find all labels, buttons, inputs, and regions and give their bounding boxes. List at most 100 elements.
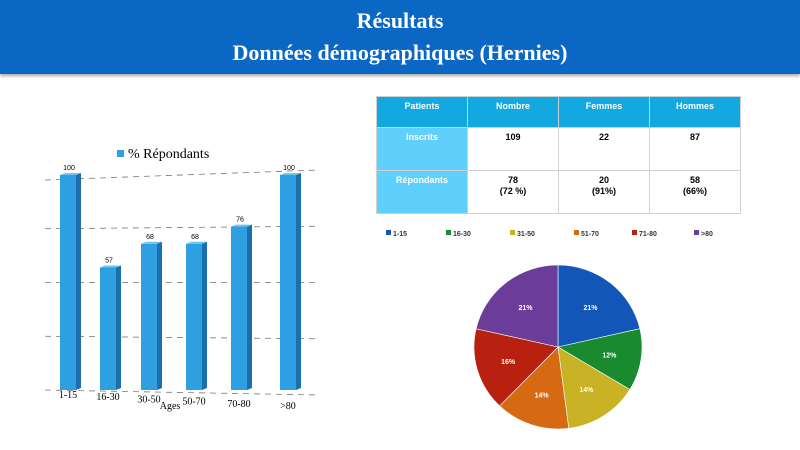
pie-slice-label: 14%: [535, 393, 550, 400]
cell-value: 87: [689, 132, 700, 142]
cell-percent: (66%): [682, 186, 707, 196]
bar-top: [100, 265, 121, 268]
gridline: [44, 335, 319, 340]
bar-top: [280, 173, 301, 175]
bar: [186, 243, 202, 390]
bar-side: [247, 224, 252, 390]
cell-value: 20: [598, 175, 609, 185]
pie-slice: [557, 328, 643, 390]
legend-swatch: [446, 230, 451, 235]
pie-slice-label: 16%: [501, 359, 516, 366]
pie-slices: [473, 264, 643, 430]
legend-swatch: [694, 230, 699, 235]
x-tick-label: 50-70: [182, 397, 205, 408]
x-tick-label: >80: [280, 401, 296, 412]
pie-legend-label: 16-30: [453, 231, 471, 238]
table-cell: 20 (91%): [558, 170, 650, 214]
pie-legend-item: 31-50: [510, 230, 535, 238]
pie-slice: [499, 346, 570, 430]
table-cell: 109: [467, 127, 559, 171]
cell-value: 109: [505, 132, 521, 142]
x-tick-label: 70-80: [227, 399, 250, 410]
x-tick-label: 1-15: [59, 390, 77, 401]
pie-legend-label: 1-15: [393, 231, 408, 238]
pie-legend-item: 16-30: [446, 230, 471, 238]
legend-swatch: [574, 230, 579, 235]
bar: [100, 267, 116, 390]
bar-chart-gridlines: [44, 169, 319, 396]
table-cell: 78 (72 %): [467, 170, 559, 214]
x-axis-label: Ages: [160, 401, 181, 412]
table-cell: 58 (66%): [649, 170, 741, 214]
pie-labels: 21% 12% 14% 14% 16% 21%: [501, 305, 617, 400]
bar-top: [60, 173, 81, 175]
bar-value-label: 76: [236, 217, 244, 224]
bar-value-label: 68: [191, 234, 199, 241]
page-title: Résultats: [356, 8, 444, 33]
demographics-table: Patients Nombre Femmes Hommes Inscrits 1…: [376, 96, 741, 214]
table-header-hommes: Hommes: [649, 96, 741, 128]
bar-chart: % Répondants 100 1-15 57 16-30 68 30-50 68 50-7…: [44, 147, 319, 412]
bar-top: [186, 241, 207, 244]
legend-label: % Répondants: [128, 147, 209, 162]
bar: [141, 243, 157, 390]
bar-chart-legend: % Répondants: [117, 147, 209, 162]
pie-legend-item: >80: [694, 230, 713, 238]
table-cell: 87: [649, 127, 741, 171]
pie-legend-label: >80: [701, 231, 713, 238]
table-cell: 22: [558, 127, 650, 171]
bar-value-label: 68: [146, 234, 154, 241]
bar-chart-bars: 100 1-15 57 16-30 68 30-50 68 50-70 76 70-80 100 >8…: [59, 165, 301, 412]
bar-side: [116, 265, 121, 390]
legend-swatch: [510, 230, 515, 235]
row-label: Répondants: [376, 170, 468, 214]
page-subtitle: Données démographiques (Hernies): [232, 40, 568, 65]
bar-value-label: 57: [105, 257, 113, 264]
x-tick-label: 16-30: [96, 392, 119, 403]
pie-slice: [475, 264, 559, 348]
table-row-repondants: Répondants 78 (72 %) 20 (91%) 58 (66%): [376, 170, 741, 214]
cell-value: 58: [689, 175, 700, 185]
pie-legend-item: 1-15: [386, 230, 407, 238]
bar: [280, 175, 296, 390]
gridline: [44, 389, 319, 396]
pie-slice: [557, 346, 631, 429]
legend-swatch: [386, 230, 391, 235]
cell-value: 22: [598, 132, 609, 142]
bar-value-label: 100: [283, 165, 295, 172]
pie-chart: 21% 12% 14% 14% 16% 21%: [473, 264, 643, 430]
pie-slice: [557, 264, 641, 348]
pie-slice-label: 21%: [518, 305, 533, 312]
cell-percent: (72 %): [499, 186, 527, 196]
bar-top: [231, 224, 252, 227]
cell-value: 78: [507, 175, 518, 185]
bar-side: [296, 173, 301, 390]
cell-percent: (91%): [591, 186, 616, 196]
table-row-inscrits: Inscrits 109 22 87: [376, 127, 741, 171]
pie-slice-label: 21%: [583, 305, 598, 312]
bar-value-label: 100: [63, 165, 75, 172]
legend-swatch: [117, 150, 124, 157]
pie-legend-label: 31-50: [517, 231, 535, 238]
table-header-patients: Patients: [376, 96, 468, 128]
x-tick-label: 30-50: [137, 394, 160, 405]
pie-legend-item: 51-70: [574, 230, 599, 238]
bar-side: [202, 241, 207, 390]
pie-chart-legend: 1-15 16-30 31-50 51-70 71-80 >80: [386, 230, 726, 240]
gridline: [44, 225, 319, 230]
pie-legend-item: 71-80: [632, 230, 657, 238]
slide-header: Résultats Données démographiques (Hernie…: [0, 0, 800, 74]
bar-top: [141, 241, 162, 244]
pie-slice: [473, 328, 559, 407]
bar: [231, 226, 247, 390]
gridline: [44, 169, 319, 181]
bar-side: [76, 173, 81, 390]
row-label: Inscrits: [376, 127, 468, 171]
table-header-nombre: Nombre: [467, 96, 559, 128]
table-header-femmes: Femmes: [558, 96, 650, 128]
pie-slice-label: 14%: [579, 387, 594, 394]
legend-swatch: [632, 230, 637, 235]
bar-side: [157, 241, 162, 390]
pie-slice-label: 12%: [602, 353, 617, 360]
table-header-row: Patients Nombre Femmes Hommes: [376, 96, 741, 128]
